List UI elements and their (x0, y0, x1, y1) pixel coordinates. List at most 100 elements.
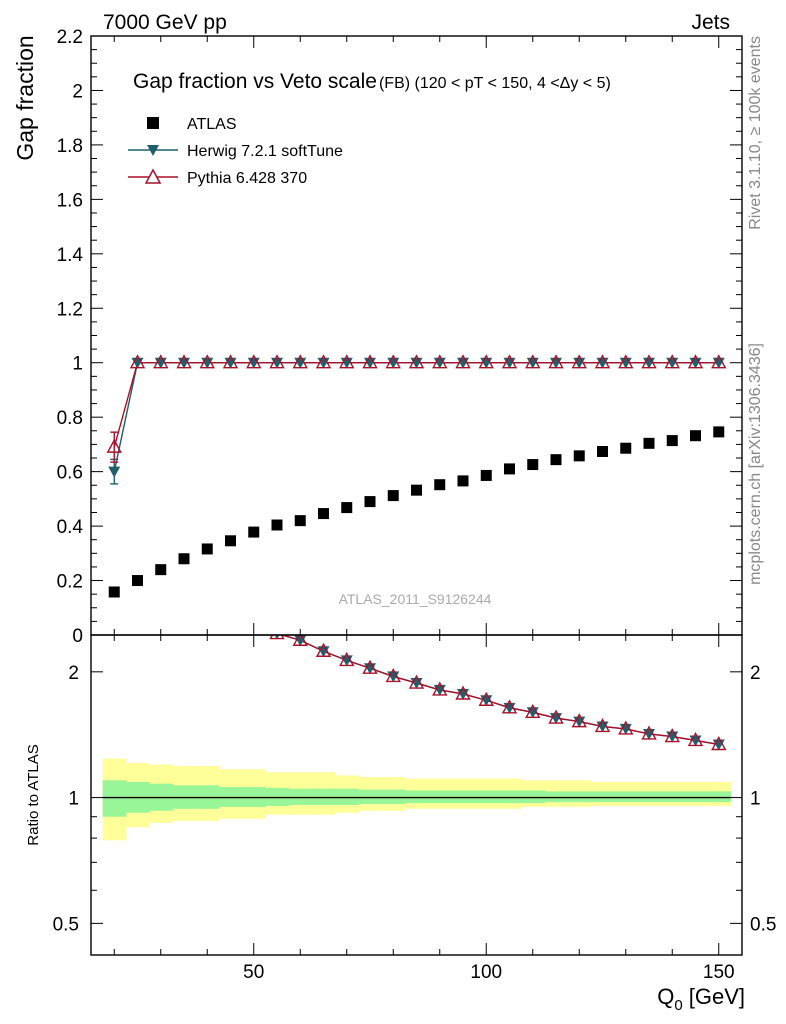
pythia-point (246, 354, 262, 369)
band-inner-bin (474, 790, 499, 804)
band-inner-bin (102, 780, 127, 817)
main-ytick-label: 0.2 (57, 572, 83, 593)
ratio-pythia-point (408, 674, 425, 689)
legend: ATLAS Herwig 7.2.1 softTune Pythia 6.428… (128, 116, 343, 187)
pythia-point (571, 354, 587, 369)
band-inner-bin (544, 791, 569, 803)
ratio-pythia-point (687, 732, 704, 747)
main-ytick-label: 2.2 (57, 27, 83, 48)
atlas-point (434, 479, 446, 491)
atlas-point (643, 437, 655, 449)
main-ytick-label: 1.6 (57, 190, 83, 211)
atlas-point (108, 586, 120, 598)
pythia-point (664, 354, 680, 369)
ratio-pythia-point (362, 659, 378, 674)
pythia-point (315, 354, 332, 369)
ratio-ytick-label-right: 1 (750, 789, 761, 810)
watermark: ATLAS_2011_S9126244 (339, 591, 492, 607)
atlas-point (364, 496, 376, 508)
herwig-point (108, 466, 121, 478)
band-inner-bin (451, 790, 476, 804)
band-inner-bin (614, 791, 638, 803)
pythia-point (618, 354, 634, 369)
band-inner-bin (404, 790, 429, 804)
atlas-point (620, 442, 632, 454)
legend-herwig-label: Herwig 7.2.1 softTune (187, 143, 343, 160)
ratio-pythia-point (618, 720, 634, 735)
title-sub: (FB) (120 < pT < 150, 4 <Δy < 5) (379, 75, 611, 92)
band-inner-bin (660, 791, 685, 803)
atlas-point (225, 535, 236, 547)
pythia-point (339, 354, 355, 369)
legend-pythia-label: Pythia 6.428 370 (187, 170, 307, 187)
atlas-point (480, 469, 492, 481)
main-ytick-label: 0.4 (57, 517, 84, 538)
atlas-point (294, 515, 306, 527)
band-inner-bin (683, 791, 708, 803)
atlas-point (457, 475, 469, 487)
ratio-xtick-label: 150 (703, 962, 735, 983)
ratio-pythia-point (664, 728, 680, 743)
band-inner-bin (311, 788, 336, 806)
ratio-ylabel: Ratio to ATLAS (25, 744, 42, 845)
atlas-point (666, 435, 678, 447)
atlas-point (504, 463, 515, 475)
ratio-herwig-point (274, 635, 280, 640)
ratio-pythia-point (269, 635, 285, 640)
ratio-panel: 0.5 0.5 1 1 2 2 50 100 150 (53, 634, 776, 983)
band-inner-bin (335, 788, 359, 806)
pythia-point (153, 354, 169, 369)
pythia-point (687, 354, 704, 369)
atlas-point (155, 564, 167, 576)
herwig-line (113, 362, 719, 472)
ratio-ytick-label: 1 (68, 789, 79, 810)
ratio-pythia-point (292, 635, 308, 646)
atlas-point (573, 450, 585, 462)
band-inner-bin (521, 790, 545, 804)
band-inner-bin (707, 791, 731, 803)
x-axis-title-unit: [GeV] (689, 984, 745, 1009)
ratio-pythia-point (594, 717, 611, 733)
pythia-point (269, 354, 285, 369)
ratio-ticks: 0.5 0.5 1 1 2 2 50 100 150 (53, 635, 776, 983)
atlas-point (248, 526, 260, 538)
band-inner-bin (288, 788, 313, 806)
pythia-point (408, 354, 425, 369)
band-inner-bin (358, 789, 383, 805)
atlas-point (713, 426, 725, 438)
pythia-point (129, 354, 146, 369)
ratio-xtick-label: 100 (470, 962, 502, 983)
ratio-pythia-point (385, 667, 401, 683)
pythia-point (292, 354, 308, 369)
ratio-ytick-label-right: 0.5 (750, 914, 776, 935)
ratio-pythia-line (279, 635, 719, 746)
pythia-point (199, 354, 215, 369)
atlas-point (527, 459, 539, 471)
ratio-pythia-point (455, 685, 471, 700)
atlas-point (690, 430, 701, 442)
ratio-herwig-line (279, 635, 719, 746)
pythia-point (594, 354, 611, 369)
legend-atlas-label: ATLAS (187, 116, 237, 133)
band-inner-bin (637, 791, 662, 803)
x-axis-title-sub: 0 (674, 997, 682, 1014)
ratio-pythia-point (339, 651, 355, 667)
legend-atlas-marker (147, 117, 159, 129)
ratio-bands (102, 758, 731, 841)
pythia-point (478, 354, 494, 369)
ratio-data (269, 635, 727, 751)
ratio-pythia-point (711, 736, 727, 751)
ratio-pythia-point (501, 699, 518, 714)
band-inner-bin (497, 790, 522, 804)
main-ticks: 0 0.2 0.4 0.6 0.8 1 1.2 1.4 1.6 1.8 2 2.2 (57, 27, 742, 647)
legend-pythia-marker (144, 168, 162, 184)
main-ylabel: Gap fraction (12, 35, 38, 160)
header-right: Jets (691, 11, 730, 34)
header-left: 7000 GeV pp (103, 11, 227, 34)
main-ytick-label: 1 (72, 354, 83, 375)
pythia-point (432, 354, 448, 369)
pythia-point (385, 354, 401, 369)
atlas-point (411, 484, 422, 496)
ratio-pythia-point (548, 709, 564, 724)
